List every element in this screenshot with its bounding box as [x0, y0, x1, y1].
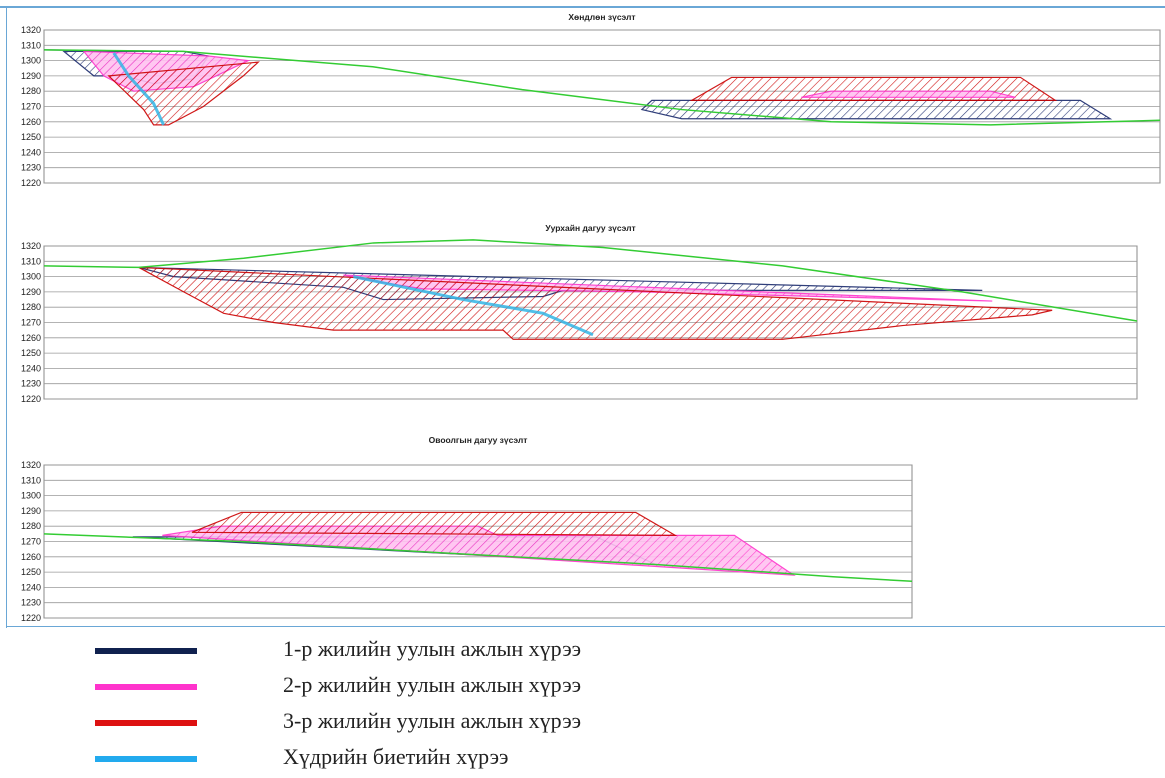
series-orebody-line [353, 275, 594, 337]
legend-swatch-orebody [95, 756, 197, 762]
y-tick-label: 1320 [21, 241, 41, 251]
y-tick-label: 1280 [21, 521, 41, 531]
legend-swatch-year1 [95, 648, 197, 654]
legend-swatch-year3 [95, 720, 197, 726]
legend-label-year1: 1-р жилийн уулын ажлын хүрээ [283, 636, 582, 661]
series-y3-area [107, 61, 260, 126]
legend-swatch-year2 [95, 684, 197, 690]
y-tick-label: 1300 [21, 56, 41, 66]
y-tick-label: 1320 [21, 25, 41, 35]
y-tick-label: 1310 [21, 40, 41, 50]
y-tick-label: 1290 [21, 71, 41, 81]
y-tick-label: 1280 [21, 86, 41, 96]
y-tick-label: 1270 [21, 102, 41, 112]
y-tick-label: 1240 [21, 147, 41, 157]
cross-section-charts: 1220 1230 1240 1250 1260 1270 1280 1290 1300 1310… [21, 12, 1161, 623]
series-y3-area [138, 266, 1053, 340]
y-tick-label: 1300 [21, 272, 41, 282]
series-ground-line [43, 49, 1161, 126]
frame-top-rule [0, 6, 1165, 8]
y-tick-label: 1280 [21, 302, 41, 312]
legend-label-year3: 3-р жилийн уулын ажлын хүрээ [283, 708, 582, 733]
legend-label-orebody: Хүдрийн биетийн хүрээ [283, 744, 509, 769]
legend-item-orebody: Хүдрийн биетийн хүрээ [95, 742, 995, 778]
legend-item-year2: 2-р жилийн уулын ажлын хүрээ [95, 670, 995, 706]
legend: 1-р жилийн уулын ажлын хүрээ 2-р жилийн … [0, 630, 1165, 778]
chart-frame: 1220 1230 1240 1250 1260 1270 1280 1290 1300 1310… [0, 6, 1165, 628]
y-tick-label: 1250 [21, 348, 41, 358]
series-ground-line [43, 239, 1138, 322]
series-ground-line [43, 533, 913, 583]
legend-item-year3: 3-р жилийн уулын ажлын хүрээ [95, 706, 995, 742]
frame-bottom-rule [6, 626, 1165, 627]
y-tick-label: 1310 [21, 256, 41, 266]
y-tick-label: 1240 [21, 582, 41, 592]
y-tick-label: 1220 [21, 394, 41, 404]
y-tick-label: 1260 [21, 117, 41, 127]
y-tick-label: 1220 [21, 613, 41, 623]
series-orebody-line [112, 52, 165, 126]
chart-title: Хөндлөн зүсэлт [568, 12, 635, 22]
chart-panel-1: 1220 1230 1240 1250 1260 1270 1280 1290 1300 1310… [21, 12, 1161, 188]
y-tick-label: 1250 [21, 132, 41, 142]
y-tick-label: 1240 [21, 363, 41, 373]
y-tick-label: 1250 [21, 567, 41, 577]
series-y1b-area [640, 99, 1113, 120]
chart-title: Уурхайн дагуу зүсэлт [545, 223, 635, 233]
y-tick-label: 1270 [21, 537, 41, 547]
series-y2b-area [801, 90, 1016, 98]
y-tick-label: 1230 [21, 379, 41, 389]
legend-item-year1: 1-р жилийн уулын ажлын хүрээ [95, 634, 995, 670]
series-y3-area [191, 511, 678, 536]
y-tick-label: 1230 [21, 163, 41, 173]
y-tick-label: 1310 [21, 475, 41, 485]
legend-label-year2: 2-р жилийн уулын ажлын хүрээ [283, 672, 582, 697]
y-tick-label: 1290 [21, 287, 41, 297]
y-tick-label: 1270 [21, 318, 41, 328]
y-tick-label: 1230 [21, 598, 41, 608]
chart-title: Овоолгын дагуу зүсэлт [429, 435, 528, 445]
y-tick-label: 1260 [21, 552, 41, 562]
y-tick-label: 1300 [21, 491, 41, 501]
y-tick-label: 1220 [21, 178, 41, 188]
y-tick-label: 1260 [21, 333, 41, 343]
y-tick-label: 1320 [21, 460, 41, 470]
chart-panel-2: 1220 1230 1240 1250 1260 1270 1280 1290 1300 1310… [21, 223, 1138, 404]
y-tick-label: 1290 [21, 506, 41, 516]
frame-left-rule [6, 6, 7, 628]
chart-panel-3: 1220 1230 1240 1250 1260 1270 1280 1290 1300 1310… [21, 435, 913, 623]
